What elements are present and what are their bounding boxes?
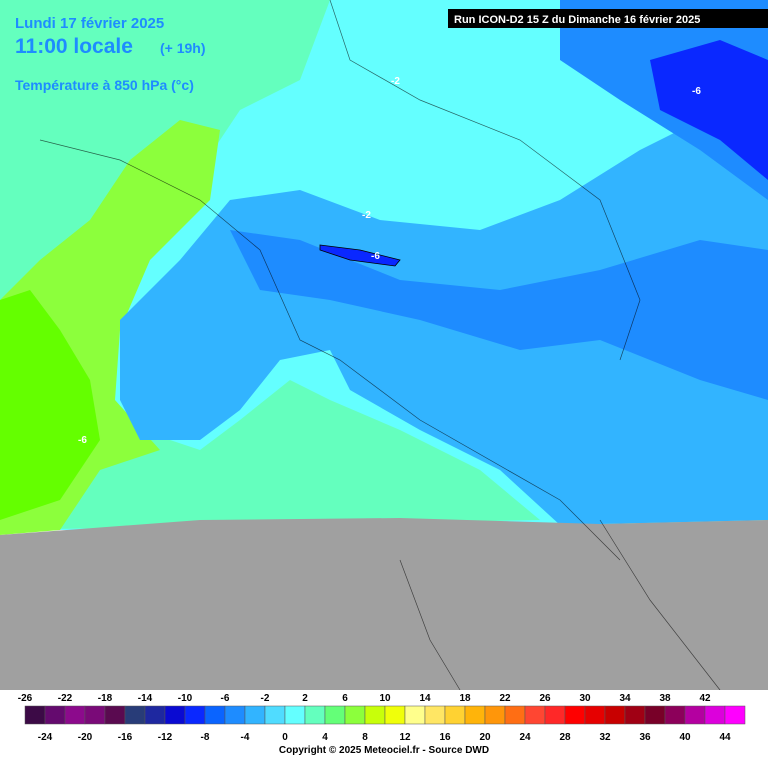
legend-swatch	[524, 705, 546, 725]
legend-swatch	[64, 705, 86, 725]
legend-swatch	[124, 705, 146, 725]
legend-swatch	[584, 705, 606, 725]
legend-label: 20	[479, 732, 491, 743]
legend-label: 16	[439, 732, 451, 743]
legend-label: -2	[261, 693, 270, 704]
legend-label: 0	[282, 732, 288, 743]
legend-label: 26	[539, 693, 551, 704]
legend-label: 42	[699, 693, 711, 704]
legend: -26 -22 -18 -14 -10 -6 -2 2 6 10 14 18 22 26 30 34 38 42-…	[18, 693, 746, 743]
legend-label: 18	[459, 693, 471, 704]
legend-swatch	[164, 705, 186, 725]
legend-swatch	[484, 705, 506, 725]
legend-label: 8	[362, 732, 368, 743]
legend-label: -8	[201, 732, 210, 743]
legend-swatch	[424, 705, 446, 725]
run-info: Run ICON-D2 15 Z du Dimanche 16 février …	[454, 14, 700, 26]
legend-label: -16	[118, 732, 133, 743]
legend-label: -20	[78, 732, 93, 743]
field-green	[0, 0, 540, 530]
legend-label: 28	[559, 732, 571, 743]
legend-swatch	[44, 705, 66, 725]
legend-swatch	[244, 705, 266, 725]
contour-label: -2	[362, 210, 371, 221]
legend-swatch	[384, 705, 406, 725]
legend-label: 4	[322, 732, 328, 743]
legend-swatch	[464, 705, 486, 725]
legend-label: -24	[38, 732, 53, 743]
legend-label: -14	[138, 693, 153, 704]
legend-swatch	[324, 705, 346, 725]
legend-swatch	[624, 705, 646, 725]
legend-label: 40	[679, 732, 691, 743]
contour-label: -2	[391, 76, 400, 87]
legend-label: 12	[399, 732, 411, 743]
legend-swatch	[284, 705, 306, 725]
borders	[39, 0, 721, 691]
legend-label: 34	[619, 693, 631, 704]
legend-label: -18	[98, 693, 113, 704]
legend-label: -6	[221, 693, 230, 704]
legend-label: -10	[178, 693, 193, 704]
legend-label: 32	[599, 732, 611, 743]
legend-swatch	[344, 705, 366, 725]
legend-swatch	[404, 705, 426, 725]
legend-label: 10	[379, 693, 391, 704]
legend-label: -22	[58, 693, 73, 704]
field-blue	[230, 230, 768, 400]
legend-label: 44	[719, 732, 731, 743]
legend-swatch	[24, 705, 46, 725]
field-bright-green	[0, 290, 100, 520]
legend-swatch	[564, 705, 586, 725]
run-box	[448, 9, 768, 28]
contour-label: -6	[692, 86, 701, 97]
legend-label: 24	[519, 732, 531, 743]
legend-label: -26	[18, 693, 33, 704]
legend-swatch	[84, 705, 106, 725]
legend-panel	[0, 690, 768, 768]
legend-swatch	[544, 705, 566, 725]
legend-label: -12	[158, 732, 173, 743]
legend-label: 2	[302, 693, 308, 704]
contour-label: -6	[371, 251, 380, 262]
time: 11:00 locale	[15, 35, 133, 58]
legend-label: 36	[639, 732, 651, 743]
field-cold-pool	[319, 244, 401, 267]
contour-label: -6	[78, 435, 87, 446]
legend-swatch	[224, 705, 246, 725]
legend-swatch	[684, 705, 706, 725]
date: Lundi 17 février 2025	[15, 15, 164, 32]
legend-swatch	[264, 705, 286, 725]
legend-swatch	[724, 705, 746, 725]
no-data-area	[0, 518, 768, 690]
legend-label: 6	[342, 693, 348, 704]
lead-time: (+ 19h)	[160, 40, 206, 56]
legend-label: 14	[419, 693, 431, 704]
legend-swatch	[364, 705, 386, 725]
legend-label: 30	[579, 693, 591, 704]
legend-swatch	[604, 705, 626, 725]
legend-label: 22	[499, 693, 511, 704]
legend-swatch	[704, 705, 726, 725]
legend-swatch	[644, 705, 666, 725]
legend-swatch	[664, 705, 686, 725]
field-deep-blue	[650, 40, 768, 180]
field-name: Température à 850 hPa (°c)	[15, 77, 194, 93]
legend-swatch	[144, 705, 166, 725]
legend-swatch	[204, 705, 226, 725]
copyright: Copyright © 2025 Meteociel.fr - Source D…	[279, 745, 489, 756]
legend-swatch	[504, 705, 526, 725]
legend-label: -4	[241, 732, 250, 743]
legend-swatch	[184, 705, 206, 725]
legend-swatch	[304, 705, 326, 725]
legend-swatch	[444, 705, 466, 725]
legend-label: 38	[659, 693, 671, 704]
legend-swatch	[104, 705, 126, 725]
